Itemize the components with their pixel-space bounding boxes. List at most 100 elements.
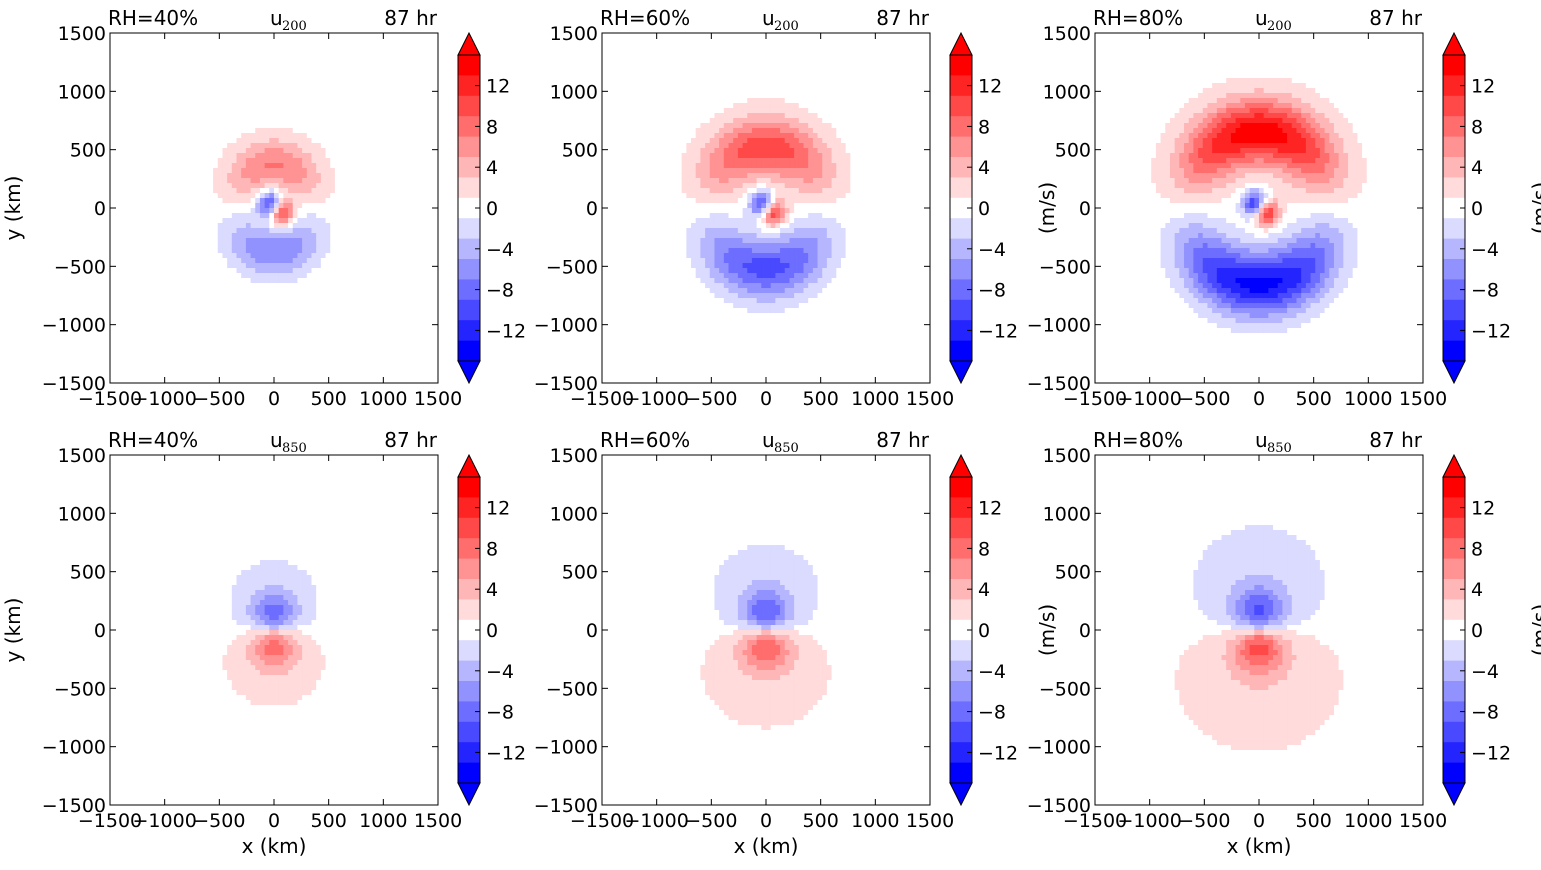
heatmap-cell — [194, 88, 199, 94]
heatmap-cell — [288, 373, 293, 379]
heatmap-cell — [185, 148, 190, 154]
heatmap-cell — [185, 173, 190, 179]
heatmap-cell — [293, 333, 298, 339]
heatmap-cell — [194, 308, 199, 314]
heatmap-cell — [176, 138, 181, 144]
heatmap-cell — [180, 33, 185, 39]
heatmap-cell — [218, 123, 223, 129]
heatmap-cell — [147, 303, 152, 309]
heatmap-cell — [208, 293, 213, 299]
heatmap-cell — [227, 343, 232, 349]
heatmap-cell — [208, 298, 213, 304]
heatmap-cell — [302, 78, 307, 84]
heatmap-cell — [283, 93, 288, 99]
heatmap-cell — [283, 253, 288, 259]
heatmap-cell — [204, 138, 209, 144]
heatmap-cell — [147, 198, 152, 204]
heatmap-cell — [213, 323, 218, 329]
heatmap-cell — [157, 123, 162, 129]
heatmap-cell — [227, 363, 232, 369]
heatmap-cell — [237, 333, 242, 339]
heatmap-cell — [265, 138, 270, 144]
heatmap-cell — [265, 358, 270, 364]
heatmap-cell — [138, 178, 143, 184]
heatmap-cell — [288, 368, 293, 374]
heatmap-cell — [213, 238, 218, 244]
heatmap-cell — [185, 298, 190, 304]
heatmap-cell — [246, 248, 251, 254]
heatmap-cell — [115, 153, 120, 159]
heatmap-cell — [297, 278, 302, 284]
heatmap-cell — [232, 78, 237, 84]
heatmap-cell — [260, 223, 265, 229]
heatmap-cell — [204, 108, 209, 114]
heatmap-cell — [152, 63, 157, 69]
heatmap-cell — [115, 63, 120, 69]
heatmap-cell — [208, 63, 213, 69]
heatmap-cell — [260, 233, 265, 239]
heatmap-cell — [269, 138, 274, 144]
heatmap-cell — [297, 293, 302, 299]
heatmap-cell — [260, 318, 265, 324]
heatmap-cell — [119, 48, 124, 54]
heatmap-cell — [269, 193, 274, 199]
heatmap-cell — [297, 73, 302, 79]
heatmap-cell — [176, 318, 181, 324]
heatmap-cell — [166, 368, 171, 374]
heatmap-cell — [171, 278, 176, 284]
heatmap-cell — [194, 58, 199, 64]
heatmap-cell — [293, 208, 298, 214]
heatmap-cell — [204, 353, 209, 359]
heatmap-cell — [274, 123, 279, 129]
heatmap-cell — [166, 83, 171, 89]
heatmap-cell — [237, 188, 242, 194]
heatmap-cell — [162, 238, 167, 244]
heatmap-cell — [119, 243, 124, 249]
heatmap-cell — [119, 343, 124, 349]
heatmap-cell — [288, 258, 293, 264]
heatmap-cell — [185, 233, 190, 239]
heatmap-cell — [176, 233, 181, 239]
heatmap-cell — [124, 218, 129, 224]
heatmap-cell — [133, 203, 138, 209]
heatmap-cell — [176, 58, 181, 64]
heatmap-cell — [143, 303, 148, 309]
heatmap-cell — [180, 68, 185, 74]
heatmap-cell — [119, 168, 124, 174]
heatmap-cell — [218, 108, 223, 114]
heatmap-cell — [119, 348, 124, 354]
heatmap-cell — [133, 243, 138, 249]
heatmap-cell — [110, 183, 115, 189]
heatmap-cell — [185, 358, 190, 364]
heatmap-cell — [166, 233, 171, 239]
heatmap-cell — [255, 288, 260, 294]
heatmap-cell — [199, 33, 204, 39]
heatmap-cell — [138, 133, 143, 139]
heatmap-cell — [133, 353, 138, 359]
heatmap-cell — [166, 313, 171, 319]
heatmap-cell — [176, 118, 181, 124]
heatmap-cell — [152, 213, 157, 219]
heatmap-cell — [119, 38, 124, 44]
heatmap-cell — [157, 258, 162, 264]
heatmap-cell — [194, 68, 199, 74]
heatmap-cell — [283, 218, 288, 224]
heatmap-cell — [241, 233, 246, 239]
heatmap-cell — [269, 268, 274, 274]
heatmap-cell — [204, 243, 209, 249]
heatmap-cell — [110, 363, 115, 369]
heatmap-cell — [138, 188, 143, 194]
heatmap-cell — [133, 58, 138, 64]
heatmap-cell — [119, 138, 124, 144]
heatmap-cell — [213, 118, 218, 124]
heatmap-cell — [133, 158, 138, 164]
heatmap-cell — [265, 278, 270, 284]
heatmap-cell — [147, 373, 152, 379]
heatmap-cell — [227, 133, 232, 139]
heatmap-cell — [246, 218, 251, 224]
heatmap-cell — [302, 138, 307, 144]
heatmap-cell — [246, 188, 251, 194]
heatmap-cell — [246, 43, 251, 49]
heatmap-cell — [279, 363, 284, 369]
heatmap-cell — [222, 163, 227, 169]
